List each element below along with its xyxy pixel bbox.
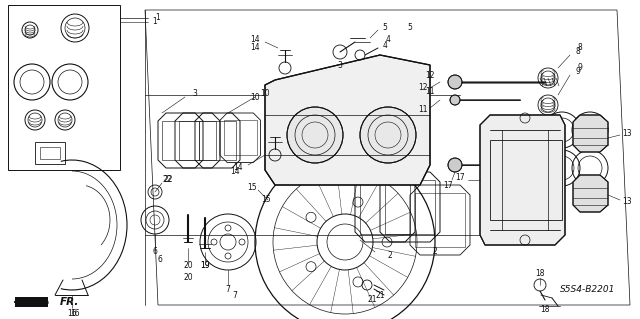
Bar [490, 140, 562, 220]
Text: 14: 14 [250, 43, 260, 53]
Text: 1: 1 [156, 13, 161, 23]
Bar [162, 121, 199, 160]
Polygon shape [15, 297, 48, 307]
Bar [199, 121, 236, 160]
Text: 7: 7 [225, 286, 230, 294]
Text: 22: 22 [163, 175, 173, 184]
Bar [385, 180, 435, 234]
Circle shape [448, 158, 462, 172]
Text: 8: 8 [575, 48, 580, 56]
Text: 3: 3 [193, 88, 197, 98]
Text: 15: 15 [247, 182, 257, 191]
Text: 18: 18 [540, 306, 550, 315]
Polygon shape [573, 115, 608, 152]
Text: 19: 19 [200, 262, 210, 271]
Text: 11: 11 [425, 87, 435, 97]
Text: 9: 9 [577, 63, 582, 72]
Text: 16: 16 [70, 308, 80, 317]
Text: 20: 20 [183, 273, 193, 283]
Text: 20: 20 [183, 262, 193, 271]
Text: 2: 2 [433, 248, 437, 256]
Text: 5: 5 [408, 23, 412, 32]
Text: 16: 16 [67, 308, 77, 317]
Polygon shape [573, 175, 608, 212]
Text: 3: 3 [337, 61, 342, 70]
Text: 7: 7 [232, 291, 237, 300]
Circle shape [287, 107, 343, 163]
Text: 10: 10 [250, 93, 260, 101]
Text: 5: 5 [383, 23, 387, 32]
Text: 17: 17 [443, 181, 453, 189]
Text: 13: 13 [622, 129, 632, 137]
Text: 1: 1 [152, 18, 157, 26]
Bar [415, 193, 465, 247]
Text: 8: 8 [578, 43, 582, 53]
Text: 12: 12 [419, 84, 428, 93]
Bar [223, 120, 257, 155]
Text: 19: 19 [200, 262, 210, 271]
Text: 13: 13 [622, 197, 632, 206]
Text: S5S4-B2201: S5S4-B2201 [560, 286, 616, 294]
Bar [40, 147, 60, 159]
Bar [8, 5, 120, 170]
Polygon shape [265, 55, 430, 185]
Text: 14: 14 [233, 164, 243, 173]
Text: 4: 4 [385, 35, 390, 44]
Text: 2: 2 [388, 250, 392, 259]
Text: 12: 12 [425, 70, 435, 79]
Bar [179, 121, 216, 160]
Text: 14: 14 [230, 167, 240, 176]
Text: 21: 21 [367, 295, 377, 305]
Text: 18: 18 [535, 269, 545, 278]
Bar [35, 142, 65, 164]
Polygon shape [480, 115, 565, 245]
Text: 21: 21 [375, 291, 385, 300]
Bar [360, 180, 410, 234]
Text: 10: 10 [260, 88, 270, 98]
Text: 22: 22 [163, 175, 172, 184]
Text: 6: 6 [157, 256, 163, 264]
Text: FR.: FR. [60, 297, 79, 307]
Text: 6: 6 [152, 248, 157, 256]
Text: 4: 4 [383, 41, 387, 49]
Text: 15: 15 [261, 196, 271, 204]
Text: 14: 14 [250, 35, 260, 44]
Text: 9: 9 [575, 68, 580, 77]
Circle shape [448, 75, 462, 89]
Text: 17: 17 [455, 174, 465, 182]
Circle shape [360, 107, 416, 163]
Text: 11: 11 [419, 106, 428, 115]
Circle shape [450, 95, 460, 105]
